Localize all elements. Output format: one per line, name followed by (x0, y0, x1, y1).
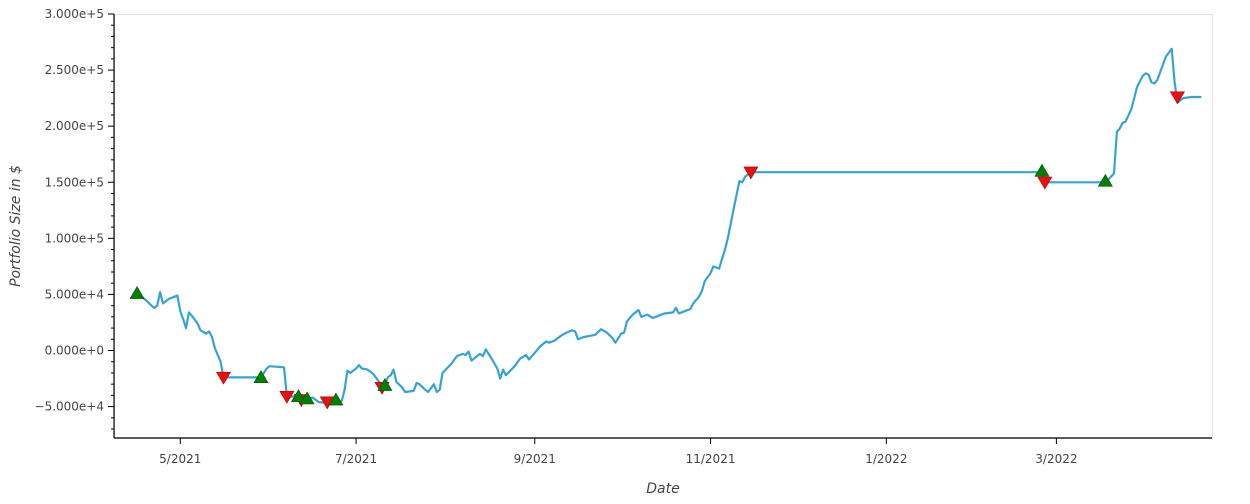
buy-signal-marker (129, 286, 145, 299)
x-axis-title: Date (646, 481, 679, 497)
sell-signal-marker (1037, 176, 1053, 190)
x-tick-label: 7/2021 (335, 452, 377, 466)
y-tick-label: 2.500e+5 (45, 63, 104, 77)
buy-signal-marker (1034, 163, 1050, 177)
y-tick-label: 1.500e+5 (45, 175, 104, 189)
y-tick-label: 2.000e+5 (45, 119, 104, 133)
sell-signal-marker (215, 371, 232, 385)
portfolio-line (136, 47, 1202, 405)
y-tick-label: 0.000e+0 (45, 344, 104, 358)
x-tick-label: 9/2021 (514, 452, 556, 466)
x-axis: 5/2021 7/2021 9/2021 11/2021 1/2022 3/2022 (114, 437, 1212, 466)
y-tick-label: 1.000e+5 (45, 231, 104, 245)
buy-signal-marker (290, 389, 306, 403)
plot-frame (114, 14, 1213, 439)
buy-signal-marker (377, 378, 393, 391)
sell-signal-marker (1169, 91, 1185, 105)
y-tick-label: −5.000e+4 (35, 400, 104, 414)
y-tick-label: 3.000e+5 (45, 7, 104, 21)
buy-signal-marker (299, 391, 315, 405)
y-axis-title: Portfolio Size in $ (8, 165, 24, 287)
buy-signal-marker (253, 370, 269, 383)
x-tick-label: 3/2022 (1035, 452, 1077, 466)
buy-signal-marker (1097, 173, 1113, 187)
buy-signal-marker (328, 392, 344, 406)
x-tick-label: 11/2021 (686, 452, 736, 466)
sell-signal-marker (279, 390, 295, 404)
plot-area (129, 47, 1202, 410)
y-axis: 3.000e+5 2.500e+5 2.000e+5 1.500e+5 1.000e+5… (35, 7, 115, 438)
sell-signal-marker (743, 166, 759, 180)
x-tick-label: 5/2021 (159, 452, 201, 466)
x-tick-label: 1/2022 (865, 452, 907, 466)
y-tick-label: 5.000e+4 (45, 287, 104, 301)
